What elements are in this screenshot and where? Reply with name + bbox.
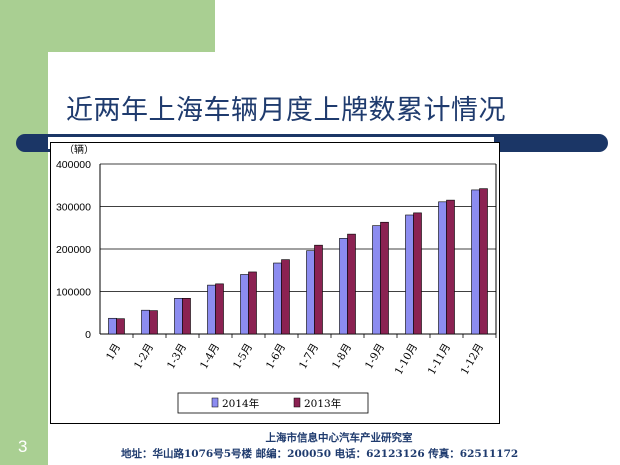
legend-swatch [211, 397, 219, 408]
x-tick-label: 1-9月 [363, 342, 387, 372]
bar-2014 [174, 297, 183, 335]
bar-2013 [413, 212, 422, 335]
decorative-corner [48, 52, 108, 112]
bar-2013 [248, 271, 257, 335]
bar-2013 [182, 297, 191, 335]
bar-2014 [438, 201, 447, 335]
y-tick-label: 0 [85, 329, 91, 341]
x-tick-label: 1-12月 [459, 342, 486, 378]
bar-2013 [281, 259, 290, 335]
bar-2013 [479, 188, 488, 335]
footer-contact: 地址：华山路1076号5号楼 邮编：200050 电话：62123126 传真：… [121, 448, 519, 460]
decorative-side-band [0, 0, 48, 465]
x-tick-label: 1月 [104, 342, 123, 363]
bar-2013 [446, 199, 455, 335]
legend-label: 2013年 [304, 397, 341, 410]
x-tick-label: 1-8月 [330, 342, 354, 372]
bar-2014 [471, 189, 480, 335]
bar-2014 [207, 284, 216, 335]
footer-organization: 上海市信息中心汽车产业研究室 [0, 430, 620, 445]
legend-label: 2014年 [222, 397, 259, 410]
decorative-top-band [0, 0, 215, 52]
x-tick-label: 1-2月 [132, 342, 156, 372]
y-unit-label: （辆） [64, 143, 94, 156]
page-number: 3 [18, 437, 28, 456]
y-tick-label: 400000 [56, 159, 91, 171]
bar-2013 [116, 318, 125, 335]
y-tick-label: 100000 [56, 287, 91, 299]
x-tick-label: 1-11月 [426, 342, 453, 378]
x-tick-label: 1-3月 [165, 342, 189, 372]
bar-2013 [215, 283, 224, 335]
bar-2014 [141, 309, 150, 335]
bar-2013 [347, 233, 356, 335]
x-tick-label: 1-7月 [297, 342, 321, 372]
bar-2014 [372, 225, 381, 335]
bar-2014 [405, 214, 414, 335]
bar-2014 [108, 317, 117, 335]
bar-2013 [314, 244, 323, 335]
x-tick-label: 1-10月 [393, 342, 420, 378]
y-tick-label: 300000 [56, 202, 91, 214]
bar-2013 [149, 310, 158, 335]
bar-2014 [306, 250, 315, 335]
bar-2014 [240, 274, 249, 335]
x-tick-label: 1-5月 [231, 342, 255, 372]
bar-2013 [380, 221, 389, 335]
x-tick-label: 1-4月 [198, 342, 222, 372]
slide-title: 近两年上海车辆月度上牌数累计情况 [66, 95, 506, 126]
legend-box [177, 392, 369, 414]
bar-2014 [339, 238, 348, 335]
legend-swatch [293, 397, 301, 408]
y-tick-label: 200000 [56, 244, 91, 256]
x-tick-label: 1-6月 [264, 342, 288, 372]
footer-organization-text: 上海市信息中心汽车产业研究室 [265, 432, 413, 444]
bar-2014 [273, 262, 282, 335]
